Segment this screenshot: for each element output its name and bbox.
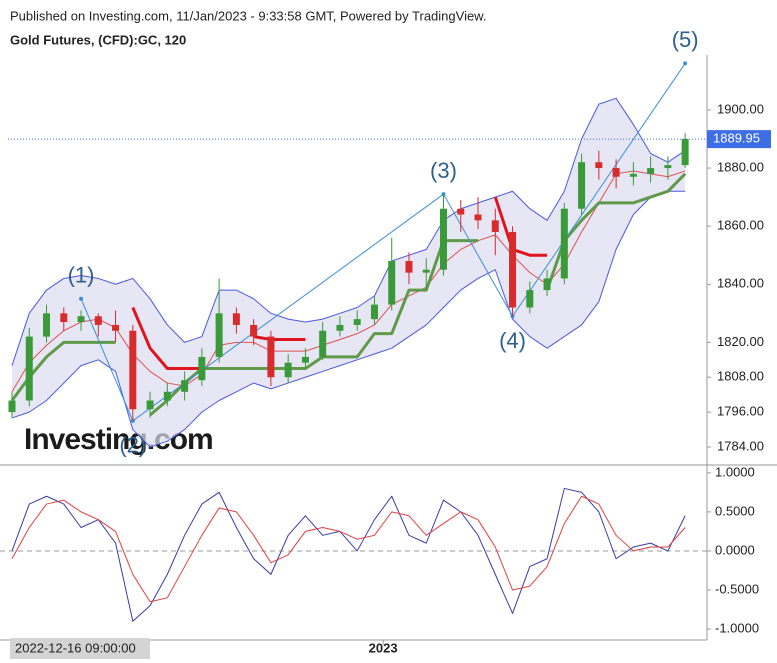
candle-body (509, 231, 517, 308)
y-tick-label: 0.0000 (715, 542, 755, 557)
candle-body (578, 162, 586, 209)
y-tick-label: 1796.00 (717, 404, 764, 419)
crosshair-label: 2022-12-16 09:00:00 (15, 640, 136, 655)
candle-body (267, 336, 275, 378)
candle-body (595, 162, 603, 169)
wave-label: (3) (430, 158, 457, 183)
y-tick-label: 1.0000 (715, 464, 755, 479)
crosshair-box (10, 638, 150, 659)
candle-body (405, 261, 413, 273)
candle-body (388, 261, 396, 305)
candle-body (284, 362, 292, 378)
y-tick-label: 1840.00 (717, 276, 764, 291)
candle-body (370, 304, 378, 320)
candle-body (491, 220, 499, 232)
osc-line (11, 487, 686, 622)
candle-body (77, 316, 85, 323)
candle-body (43, 313, 51, 337)
candle-body (647, 168, 655, 174)
y-tick-label: 1880.00 (717, 159, 764, 174)
wave-point (79, 296, 84, 301)
candle-body (112, 324, 120, 331)
candle-body (60, 313, 68, 323)
y-tick-label: -0.5000 (715, 581, 759, 596)
candle-body (560, 208, 568, 279)
candle-body (440, 208, 447, 270)
overlay-line (131, 196, 548, 371)
symbol-title: Gold Futures, (CFD):GC, 120 (10, 32, 186, 47)
candle-body (543, 278, 551, 291)
wave-label: (5) (672, 27, 699, 52)
wave-point (683, 61, 688, 66)
candle-body (457, 208, 465, 215)
publish-note: Published on Investing.com, 11/Jan/2023 … (10, 8, 486, 23)
overlay-line (11, 97, 686, 366)
candle-body (94, 316, 102, 325)
last-price-box (707, 130, 771, 149)
candle-body (250, 324, 258, 337)
y-tick-label: 1820.00 (717, 334, 764, 349)
y-tick-label: 1808.00 (717, 369, 764, 384)
candle-body (301, 356, 309, 363)
wave-label: (2) (119, 433, 146, 458)
last-price-label: 1889.95 (713, 131, 760, 146)
candle-body (181, 380, 189, 392)
candle-body (474, 214, 482, 221)
candle-body (129, 330, 137, 410)
candle-body (526, 290, 534, 308)
candle-body (664, 165, 672, 169)
candle-body (422, 269, 430, 273)
y-tick-label: 1860.00 (717, 218, 764, 233)
candle-body (681, 138, 689, 166)
y-tick-label: 1900.00 (717, 101, 764, 116)
wave-line (80, 298, 134, 422)
wave-label: (4) (499, 328, 526, 353)
candle-body (232, 313, 240, 325)
candle-body (629, 173, 637, 177)
x-tick-label: 2023 (369, 640, 398, 655)
candle-body (25, 336, 33, 401)
overlay-line (11, 170, 686, 393)
osc-line (11, 495, 686, 603)
candle-body (215, 313, 223, 357)
wave-line (512, 63, 686, 317)
candle-body (319, 330, 327, 357)
wave-line (443, 193, 513, 317)
wave-label: (1) (68, 263, 95, 288)
y-tick-label: 1784.00 (717, 438, 764, 453)
candle-body (163, 391, 171, 401)
band-fill (12, 98, 686, 447)
y-tick-label: -1.0000 (715, 621, 759, 636)
price-panel (8, 61, 689, 448)
candle-body (8, 400, 16, 413)
candle-body (612, 168, 620, 177)
candle-body (198, 356, 206, 381)
candle-body (146, 400, 154, 410)
candle-body (336, 324, 344, 331)
y-tick-label: 0.5000 (715, 503, 755, 518)
candle-body (353, 319, 361, 325)
